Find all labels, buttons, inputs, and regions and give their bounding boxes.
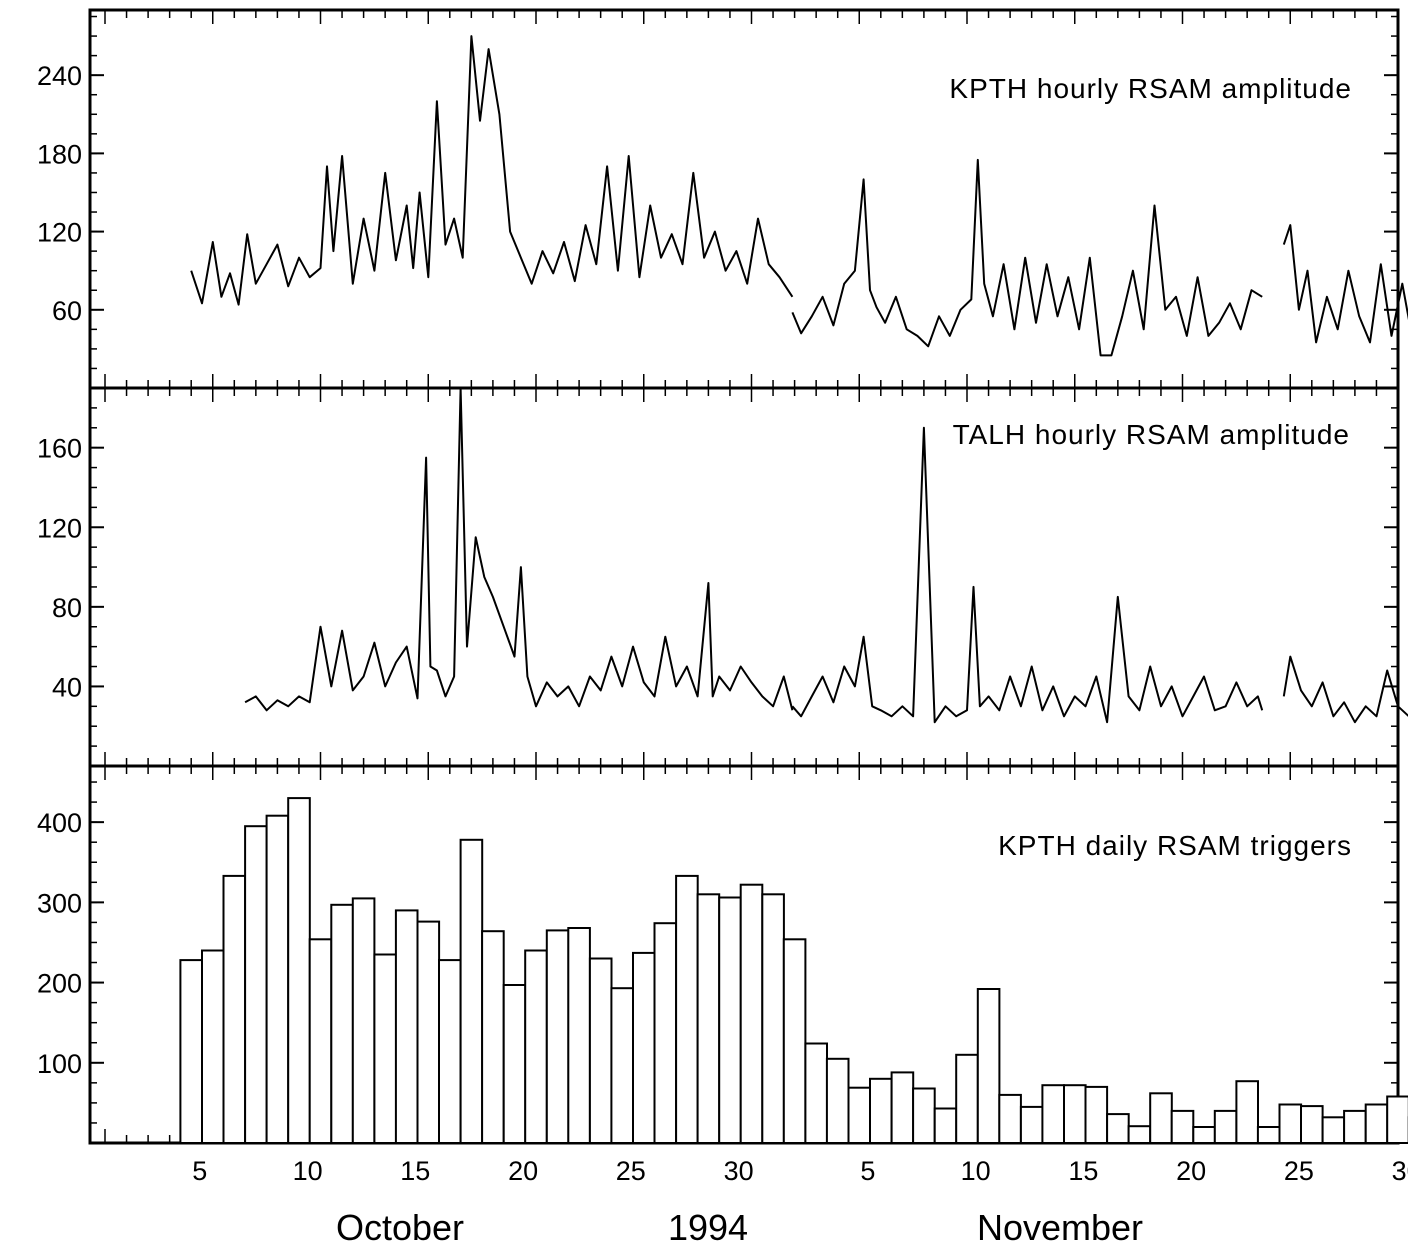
y-tick-label: 120 [37, 513, 82, 543]
daily-trigger-bar [610, 987, 635, 1145]
daily-trigger-bar [804, 1042, 829, 1144]
daily-trigger-bar [201, 949, 225, 1144]
x-tick-label: 10 [293, 1156, 323, 1186]
x-tick-label: 10 [961, 1156, 991, 1186]
rsam-amplitude-line [1282, 655, 1408, 724]
daily-trigger-bar [1235, 1080, 1260, 1144]
daily-trigger-bar [825, 1057, 850, 1145]
y-tick-label: 200 [37, 969, 82, 999]
x-tick-label: 30 [1392, 1156, 1408, 1186]
daily-trigger-bar [438, 959, 462, 1144]
x-tick-label: 30 [724, 1156, 754, 1186]
y-tick-label: 80 [52, 593, 82, 623]
month-label-october: October [336, 1207, 464, 1248]
daily-trigger-bar [1041, 1084, 1066, 1144]
y-tick-label: 60 [52, 296, 82, 326]
daily-trigger-bar [1321, 1116, 1346, 1145]
daily-trigger-bar [287, 797, 311, 1144]
y-tick-label: 40 [52, 672, 82, 702]
daily-trigger-bar [632, 951, 656, 1145]
rsam-amplitude-line [791, 158, 1263, 357]
y-tick-label: 400 [37, 808, 82, 838]
daily-trigger-bar [1170, 1109, 1195, 1145]
daily-trigger-bar [1256, 1126, 1281, 1144]
daily-trigger-bar [459, 838, 484, 1144]
daily-trigger-bar [1019, 1105, 1044, 1145]
daily-trigger-bar [912, 1087, 936, 1144]
daily-trigger-bar [869, 1077, 893, 1145]
daily-trigger-bar [847, 1086, 872, 1144]
daily-trigger-bar [244, 825, 268, 1144]
daily-trigger-bar [545, 929, 570, 1145]
x-tick-label: 15 [400, 1156, 430, 1186]
daily-trigger-bar [675, 874, 699, 1145]
daily-trigger-bar [1278, 1103, 1303, 1144]
y-tick-labels: 60 120 180 240 40 80 120 160 100 200 300 400 [37, 61, 82, 1079]
daily-trigger-bar [373, 953, 397, 1144]
rsam-amplitude-line [244, 387, 794, 712]
daily-trigger-bar [1106, 1113, 1130, 1144]
daily-trigger-bar [308, 938, 333, 1144]
daily-trigger-bar [653, 922, 678, 1145]
daily-trigger-bar [998, 1093, 1022, 1145]
daily-trigger-bar [890, 1071, 915, 1145]
daily-trigger-bar [739, 883, 764, 1144]
y-tick-label: 100 [37, 1049, 82, 1079]
daily-trigger-bar [222, 874, 247, 1145]
daily-trigger-bar [265, 814, 290, 1144]
daily-trigger-bar [1063, 1084, 1087, 1144]
y-tick-label: 300 [37, 888, 82, 918]
x-tick-labels: 5 10 15 20 25 30 5 10 15 20 25 30 [192, 1156, 1408, 1186]
y-tick-label: 160 [37, 434, 82, 464]
panel-title-talh-amplitude: TALH hourly RSAM amplitude [953, 419, 1350, 450]
daily-trigger-bar [1343, 1109, 1367, 1145]
y-tick-label: 120 [37, 218, 82, 248]
daily-trigger-bar [1084, 1085, 1109, 1145]
daily-trigger-bar [588, 957, 613, 1144]
daily-trigger-bar [502, 984, 527, 1144]
daily-trigger-bar [1386, 1095, 1408, 1144]
daily-trigger-bar [394, 909, 419, 1145]
daily-trigger-bar [933, 1107, 958, 1144]
panel-title-kpth-triggers: KPTH daily RSAM triggers [998, 830, 1352, 861]
x-tick-label: 20 [1176, 1156, 1206, 1186]
line-series [190, 35, 1408, 724]
daily-trigger-bar [718, 896, 742, 1144]
daily-trigger-bar [976, 988, 1001, 1144]
daily-trigger-bar [481, 930, 505, 1145]
daily-trigger-bar [761, 893, 785, 1144]
x-tick-label: 5 [192, 1156, 207, 1186]
daily-trigger-bar [567, 927, 591, 1144]
daily-trigger-bar [330, 903, 354, 1144]
daily-trigger-bar [179, 959, 203, 1144]
x-tick-label: 5 [860, 1156, 875, 1186]
daily-trigger-bar [351, 897, 376, 1145]
rsam-amplitude-line [1282, 224, 1408, 344]
x-tick-label: 25 [1284, 1156, 1314, 1186]
daily-trigger-bar [524, 949, 548, 1144]
daily-trigger-bar [1127, 1125, 1152, 1144]
y-tick-label: 180 [37, 139, 82, 169]
daily-trigger-bar [1300, 1105, 1324, 1144]
rsam-amplitude-line [791, 426, 1264, 724]
daily-trigger-bar [416, 920, 441, 1144]
daily-trigger-bar [955, 1053, 979, 1145]
y-tick-label: 240 [37, 61, 82, 91]
daily-trigger-bar [1364, 1103, 1389, 1144]
year-label: 1994 [668, 1207, 748, 1248]
x-tick-label: 15 [1068, 1156, 1098, 1186]
daily-trigger-bar [696, 893, 721, 1144]
daily-trigger-bar [1149, 1092, 1173, 1145]
rsam-amplitude-line [190, 35, 794, 306]
daily-trigger-bar [1192, 1126, 1216, 1144]
panel-title-kpth-amplitude: KPTH hourly RSAM amplitude [949, 73, 1352, 104]
daily-trigger-bar [1213, 1109, 1238, 1145]
daily-trigger-bar [782, 938, 807, 1144]
x-tick-label: 25 [616, 1156, 646, 1186]
x-tick-label: 20 [508, 1156, 538, 1186]
month-label-november: November [977, 1207, 1143, 1248]
bar-series [179, 797, 1408, 1145]
